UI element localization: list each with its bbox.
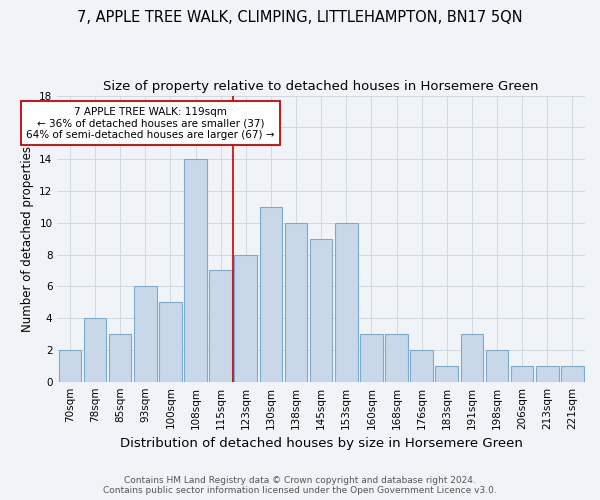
Bar xyxy=(486,350,508,382)
Bar xyxy=(335,222,358,382)
Bar xyxy=(385,334,408,382)
Text: 7, APPLE TREE WALK, CLIMPING, LITTLEHAMPTON, BN17 5QN: 7, APPLE TREE WALK, CLIMPING, LITTLEHAMP… xyxy=(77,10,523,25)
Bar xyxy=(159,302,182,382)
Title: Size of property relative to detached houses in Horsemere Green: Size of property relative to detached ho… xyxy=(103,80,539,93)
Bar xyxy=(235,254,257,382)
Bar xyxy=(536,366,559,382)
Bar xyxy=(511,366,533,382)
Bar xyxy=(360,334,383,382)
Bar xyxy=(310,238,332,382)
Bar xyxy=(134,286,157,382)
Bar xyxy=(410,350,433,382)
Bar xyxy=(184,159,207,382)
Bar xyxy=(59,350,81,382)
Bar xyxy=(461,334,483,382)
Bar xyxy=(436,366,458,382)
Text: 7 APPLE TREE WALK: 119sqm
← 36% of detached houses are smaller (37)
64% of semi-: 7 APPLE TREE WALK: 119sqm ← 36% of detac… xyxy=(26,106,275,140)
Text: Contains HM Land Registry data © Crown copyright and database right 2024.
Contai: Contains HM Land Registry data © Crown c… xyxy=(103,476,497,495)
Bar xyxy=(84,318,106,382)
Bar xyxy=(209,270,232,382)
Bar xyxy=(260,207,282,382)
Bar xyxy=(109,334,131,382)
Y-axis label: Number of detached properties: Number of detached properties xyxy=(20,146,34,332)
Bar xyxy=(285,222,307,382)
X-axis label: Distribution of detached houses by size in Horsemere Green: Distribution of detached houses by size … xyxy=(120,437,523,450)
Bar xyxy=(561,366,584,382)
